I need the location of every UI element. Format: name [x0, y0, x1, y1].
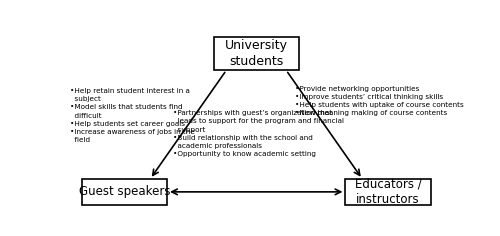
Text: •Help retain student interest in a
  subject
•Model skills that students find
  : •Help retain student interest in a subje… [70, 88, 195, 143]
FancyBboxPatch shape [214, 37, 299, 70]
Text: •Partnerships with guest’s organization that
  leads to support for the program : •Partnerships with guest’s organization … [173, 110, 344, 157]
FancyBboxPatch shape [82, 179, 167, 205]
Text: •Provide networking opportunities
•Improve students’ critical thinking skills
•H: •Provide networking opportunities •Impro… [295, 86, 464, 116]
FancyBboxPatch shape [346, 179, 430, 205]
Text: Educators /
instructors: Educators / instructors [354, 177, 422, 206]
Text: University
students: University students [225, 39, 288, 68]
Text: Guest speakers: Guest speakers [79, 185, 170, 198]
